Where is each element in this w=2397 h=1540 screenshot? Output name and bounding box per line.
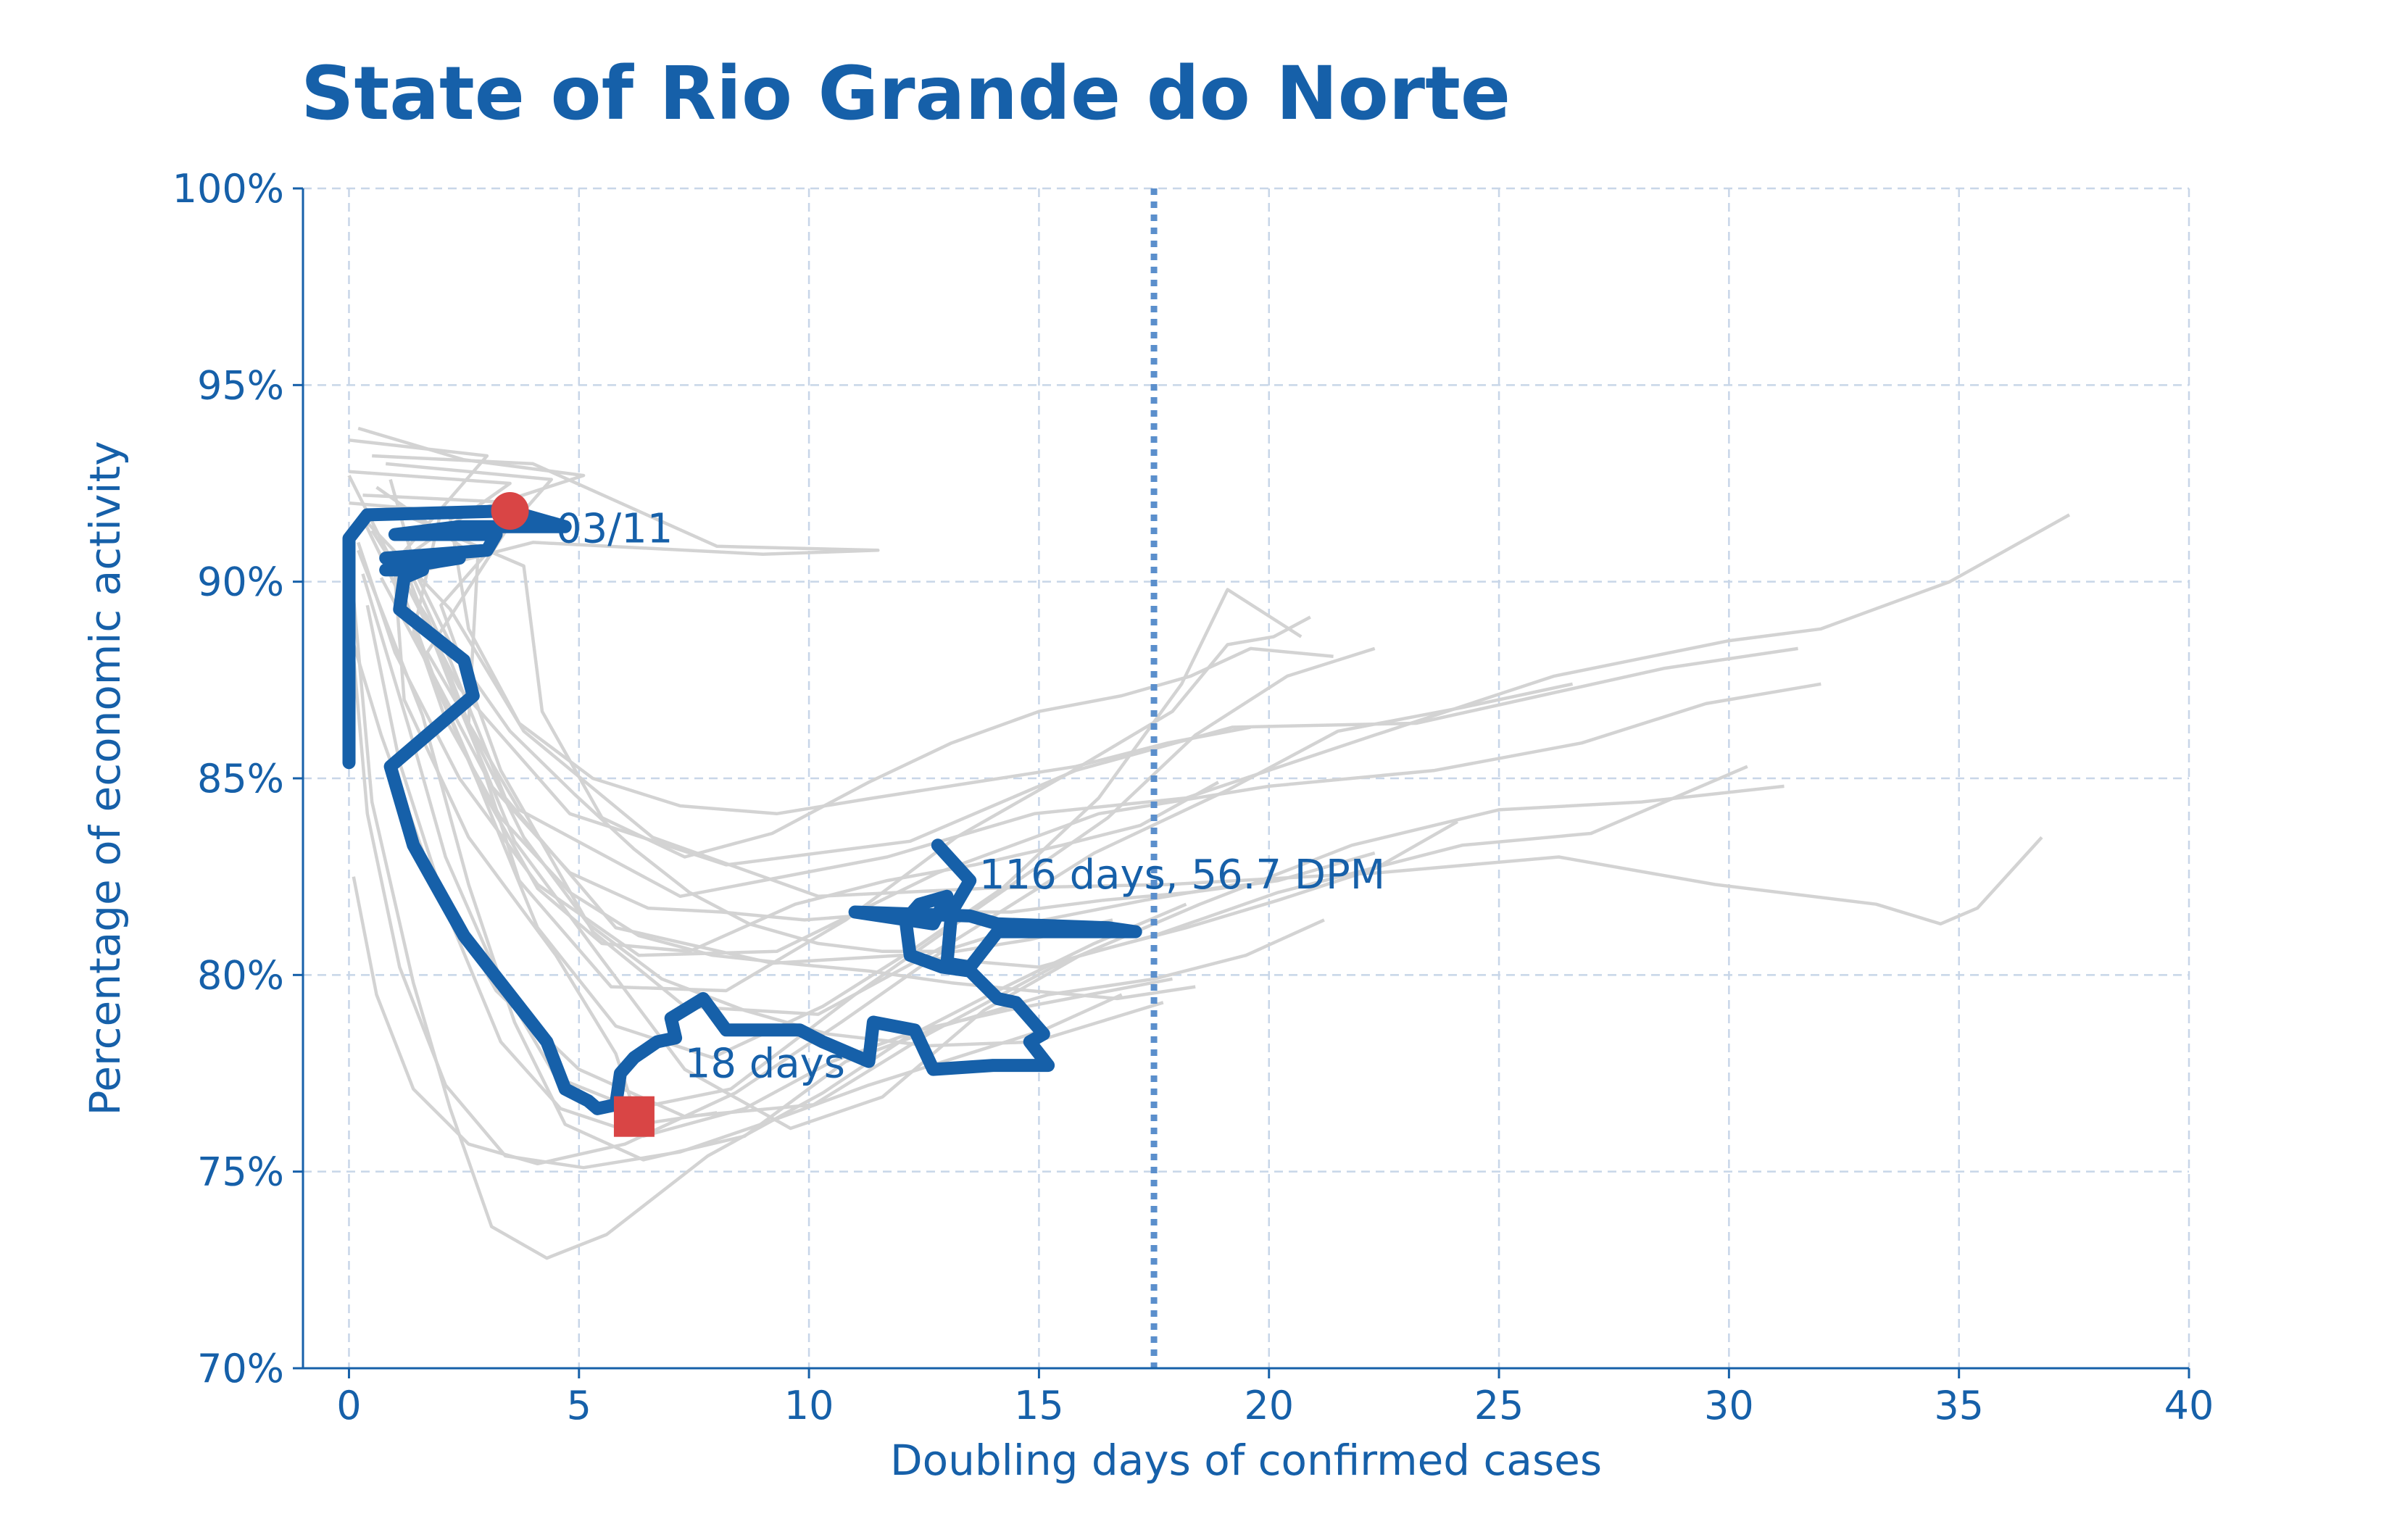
y-tick-label: 95% xyxy=(197,362,284,408)
x-tick-label: 20 xyxy=(1244,1383,1294,1428)
y-tick-label: 90% xyxy=(197,559,284,605)
x-tick-label: 25 xyxy=(1474,1383,1524,1428)
background-series-line xyxy=(402,565,1459,1131)
y-tick-label: 80% xyxy=(197,952,284,998)
background-series-line xyxy=(357,549,1325,1162)
x-tick-label: 0 xyxy=(336,1383,361,1428)
background-series-line xyxy=(349,438,1798,867)
y-tick-label: 85% xyxy=(197,756,284,802)
background-series-line xyxy=(352,656,1123,1170)
background-series-line xyxy=(372,454,880,1126)
end-marker xyxy=(613,1096,655,1137)
x-axis-label: Doubling days of confirmed cases xyxy=(890,1436,1602,1485)
start-date-label: 03/11 xyxy=(556,505,673,552)
y-axis-label: Percentage of economic activity xyxy=(80,441,130,1115)
y-tick-label: 75% xyxy=(197,1149,284,1195)
chart-title: State of Rio Grande do Norte xyxy=(301,51,1511,137)
end-summary-label: 116 days, 56.7 DPM xyxy=(979,852,1385,899)
x-tick-label: 35 xyxy=(1934,1383,1984,1428)
x-tick-label: 40 xyxy=(2164,1383,2214,1428)
background-series-line xyxy=(362,494,2071,899)
start-marker xyxy=(491,491,529,530)
background-series-line xyxy=(357,426,1251,816)
y-axis-ticks: 70% 75% 80% 85% 90% 95% 100% xyxy=(173,166,303,1391)
background-series-line xyxy=(385,505,1334,859)
x-tick-label: 15 xyxy=(1014,1383,1064,1428)
x-tick-label: 10 xyxy=(784,1383,834,1428)
background-series-line xyxy=(361,573,1376,1111)
x-tick-label: 30 xyxy=(1704,1383,1754,1428)
y-tick-label: 70% xyxy=(197,1346,284,1391)
x-tick-label: 5 xyxy=(567,1383,591,1428)
background-series-line xyxy=(352,876,1237,1166)
background-series-line xyxy=(366,521,2043,926)
background-series-line xyxy=(379,577,1376,922)
highlight-series-line xyxy=(342,504,1142,1115)
background-series-group xyxy=(347,426,2071,1260)
background-series-line xyxy=(385,462,1574,1016)
x-axis-ticks: 0 5 10 15 20 25 30 35 40 xyxy=(336,1368,2214,1428)
threshold-days-label: 18 days xyxy=(685,1040,845,1087)
y-tick-label: 100% xyxy=(173,166,284,212)
